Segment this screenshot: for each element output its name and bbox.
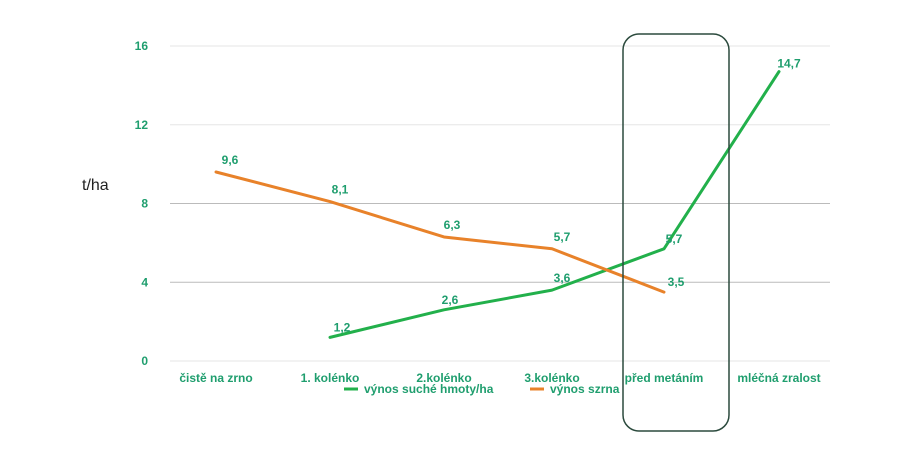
y-axis-label: t/ha — [82, 177, 109, 194]
axes: 0 4 8 12 16 čistě na zrno 1. kolénko 2.kolénko 3… — [135, 39, 821, 385]
data-label: 14,7 — [777, 57, 801, 71]
x-tick-label: 2.kolénko — [416, 371, 471, 385]
data-label: 3,5 — [668, 275, 685, 289]
series-line-0 — [328, 70, 781, 339]
data-label: 5,7 — [666, 232, 683, 246]
y-tick-label: 0 — [141, 354, 148, 368]
data-labels: 1,2 2,6 3,6 5,7 14,7 9,6 8,1 6,3 5,7 3,5 — [222, 57, 801, 335]
series — [214, 70, 781, 339]
y-tick-label: 16 — [135, 39, 149, 53]
x-tick-label: mléčná zralost — [737, 371, 820, 385]
legend: výnos suché hmoty/ha výnos szrna — [344, 382, 620, 396]
x-tick-label: čistě na zrno — [179, 371, 252, 385]
y-tick-label: 8 — [141, 197, 148, 211]
data-label: 2,6 — [442, 293, 459, 307]
legend-label: výnos szrna — [550, 382, 620, 396]
x-tick-label: před metáním — [625, 371, 704, 385]
data-label: 6,3 — [444, 218, 461, 232]
data-label: 5,7 — [554, 230, 571, 244]
y-tick-label: 12 — [135, 118, 149, 132]
x-tick-label: 1. kolénko — [301, 371, 360, 385]
data-label: 3,6 — [554, 271, 571, 285]
highlight-box — [622, 33, 730, 432]
y-tick-label: 4 — [141, 275, 148, 289]
x-tick-label: 3.kolénko — [524, 371, 579, 385]
legend-label: výnos suché hmoty/ha — [364, 382, 494, 396]
data-label: 1,2 — [334, 320, 351, 334]
series-line-1 — [214, 170, 666, 294]
highlight-rectangle — [622, 33, 730, 432]
data-label: 9,6 — [222, 153, 239, 167]
gridlines — [170, 45, 830, 362]
data-label: 8,1 — [332, 183, 349, 197]
